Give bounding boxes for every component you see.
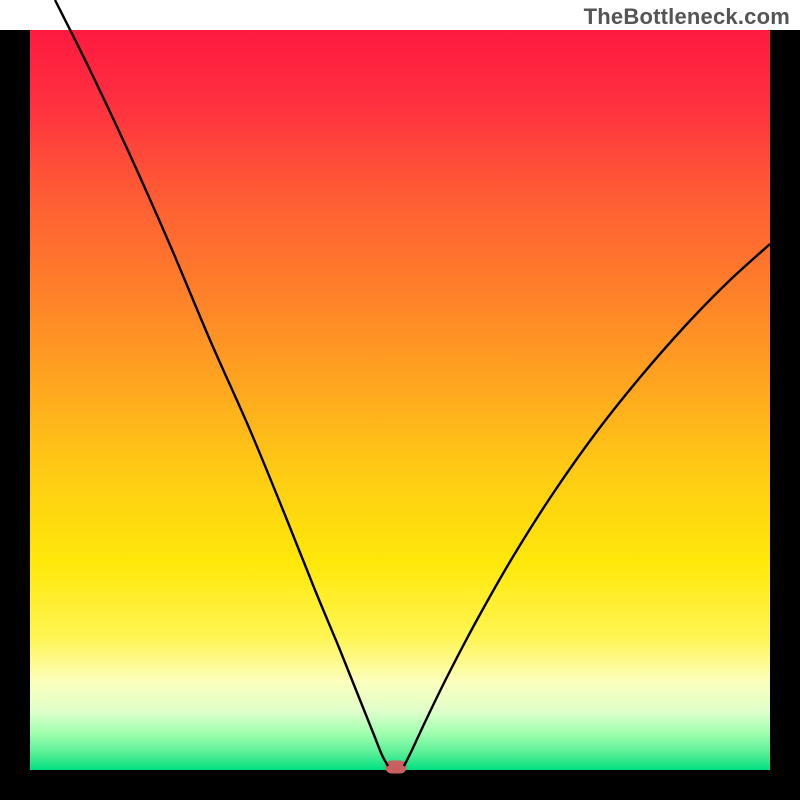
bottleneck-chart-svg bbox=[0, 0, 800, 800]
left-border-bar bbox=[0, 30, 30, 800]
valley-marker bbox=[386, 761, 407, 774]
right-border-bar bbox=[770, 30, 800, 800]
chart-frame: TheBottleneck.com bbox=[0, 0, 800, 800]
gradient-background bbox=[30, 30, 770, 770]
watermark-text: TheBottleneck.com bbox=[584, 4, 790, 30]
bottom-border-bar bbox=[0, 770, 800, 800]
